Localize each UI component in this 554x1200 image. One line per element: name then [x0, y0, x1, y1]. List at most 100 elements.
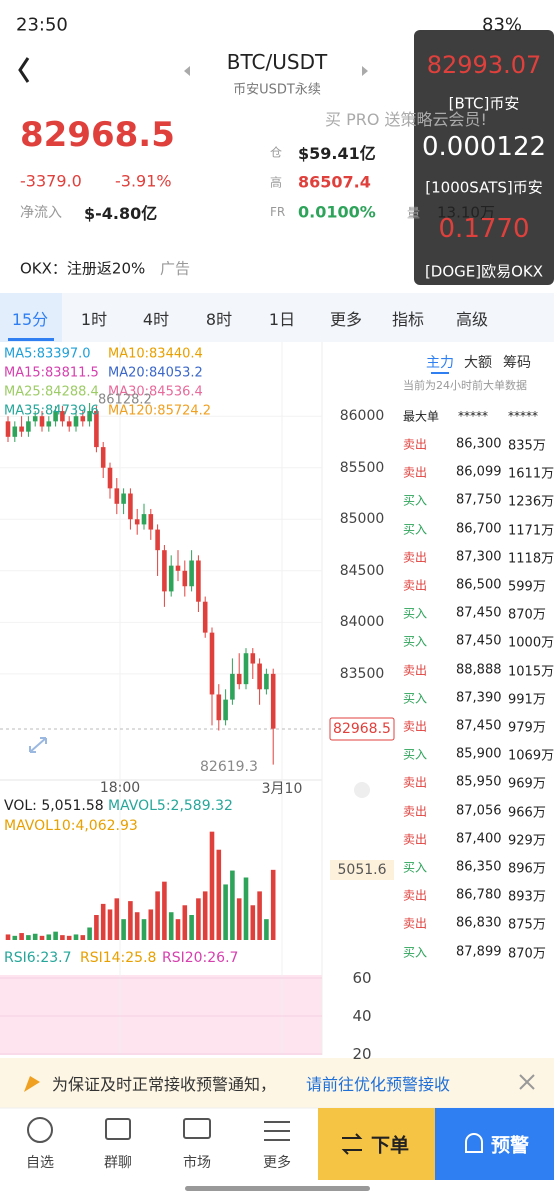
- y-tick-label: 84000: [339, 614, 385, 631]
- vol-label: MAVOL5:2,589.32: [108, 798, 233, 814]
- volume-bar: [100, 903, 106, 940]
- tab[interactable]: 高级: [455, 310, 489, 329]
- order-header: 最大单: [403, 409, 440, 424]
- candle-body: [243, 653, 249, 685]
- order-amount: 1118万: [508, 551, 554, 567]
- tab[interactable]: 4时: [142, 310, 170, 329]
- order-price: 87,400: [456, 831, 502, 847]
- candle-body: [5, 421, 11, 437]
- volume-bar: [162, 881, 167, 940]
- y-tick-label: 84500: [339, 562, 385, 579]
- tab-bar: [0, 293, 554, 342]
- last-price: 82968.5: [20, 115, 175, 155]
- volume-bar: [270, 869, 276, 940]
- candle-body: [121, 493, 126, 504]
- candle-body: [230, 673, 235, 700]
- order-price: 86,830: [456, 915, 502, 931]
- net-inflow: $-4.80亿: [84, 204, 158, 223]
- order-amount: 969万: [508, 776, 546, 792]
- notice-link[interactable]: 请前往优化预警接收: [306, 1075, 451, 1094]
- order-amount: 835万: [508, 438, 546, 454]
- nav-icon[interactable]: [105, 1118, 131, 1140]
- candle-body: [162, 550, 167, 592]
- tab[interactable]: 15分: [11, 310, 49, 329]
- volume-bar: [243, 877, 249, 940]
- nav-label[interactable]: 市场: [183, 1155, 211, 1171]
- order-button[interactable]: [318, 1108, 435, 1180]
- nav-icon[interactable]: [27, 1117, 53, 1143]
- close-icon[interactable]: [519, 1074, 535, 1090]
- volume-bar: [19, 933, 24, 940]
- candle-body: [236, 673, 242, 685]
- volume-bar: [53, 931, 58, 940]
- volume-bar: [5, 934, 11, 940]
- order-price: 88,888: [456, 662, 502, 678]
- order-amount: 893万: [508, 889, 546, 905]
- volume-bar: [209, 831, 215, 940]
- order-price: 87,899: [456, 944, 502, 960]
- volume-bar: [80, 935, 86, 940]
- tab-underline: [8, 338, 54, 341]
- expand-icon[interactable]: [29, 737, 47, 753]
- candle-body: [223, 699, 228, 721]
- candle-body: [39, 416, 45, 427]
- ad-tag: 广告: [160, 259, 191, 278]
- overlay-price: 0.000122: [421, 132, 547, 162]
- overlay-source: [1000SATS]币安: [425, 178, 543, 197]
- nav-label[interactable]: 群聊: [104, 1155, 132, 1171]
- notice-icon: [24, 1076, 40, 1092]
- battery: 83%: [482, 14, 523, 36]
- ma-label: MA25:84288.4: [4, 384, 99, 400]
- order-amount: 1236万: [508, 494, 554, 510]
- order-tab[interactable]: 筹码: [503, 355, 531, 371]
- overlay-source: [BTC]币安: [448, 94, 520, 113]
- volume-bar: [94, 915, 99, 940]
- x-tick-label: 18:00: [99, 780, 141, 796]
- candle-body: [107, 467, 113, 489]
- tab[interactable]: 8时: [205, 310, 233, 329]
- volume-bar: [223, 884, 228, 940]
- volume-bar: [66, 935, 72, 940]
- order-price: 87,056: [456, 803, 502, 819]
- volume-bar: [107, 909, 113, 940]
- volume-bar: [121, 919, 126, 940]
- button-label: 下单: [370, 1134, 410, 1157]
- candle-body: [250, 653, 256, 664]
- order-tab[interactable]: 大额: [464, 355, 492, 371]
- order-amount: 929万: [508, 833, 546, 849]
- candle-body: [80, 416, 86, 422]
- order-side: 卖出: [403, 719, 428, 734]
- order-tab[interactable]: 主力: [426, 355, 454, 371]
- order-amount: 875万: [508, 917, 546, 933]
- y-tick-label: 86000: [339, 408, 385, 425]
- promo: 买 PRO 送策略云会员!: [325, 110, 487, 129]
- rsi-tick-label: 60: [352, 969, 372, 988]
- nav-icon[interactable]: [183, 1118, 211, 1139]
- candle-body: [128, 493, 133, 520]
- candle-body: [141, 514, 147, 525]
- tab[interactable]: 1时: [80, 310, 108, 329]
- tab[interactable]: 指标: [391, 310, 425, 329]
- alert-button[interactable]: [435, 1108, 554, 1180]
- reset-icon[interactable]: [354, 782, 370, 798]
- rsi-band: [0, 975, 322, 1055]
- volume-bar: [175, 919, 181, 940]
- nav-label[interactable]: 自选: [26, 1155, 54, 1171]
- nav-icon[interactable]: [264, 1121, 290, 1141]
- volume-bar: [189, 915, 194, 940]
- nav-label[interactable]: 更多: [263, 1155, 291, 1171]
- volume-bar: [46, 934, 52, 940]
- last-price-label: 82968.5: [333, 721, 391, 737]
- order-side: 卖出: [403, 437, 428, 452]
- tab[interactable]: 更多: [329, 310, 363, 329]
- back-icon[interactable]: [18, 57, 30, 83]
- order-side: 买入: [403, 634, 428, 649]
- volume-bar: [12, 935, 18, 940]
- order-side: 卖出: [403, 578, 428, 593]
- order-side: 卖出: [403, 663, 428, 678]
- vol-mark-box: [330, 860, 394, 880]
- ma-label: MA120:85724.2: [108, 403, 212, 419]
- clock: 23:50: [16, 14, 68, 36]
- tab[interactable]: 1日: [268, 310, 296, 329]
